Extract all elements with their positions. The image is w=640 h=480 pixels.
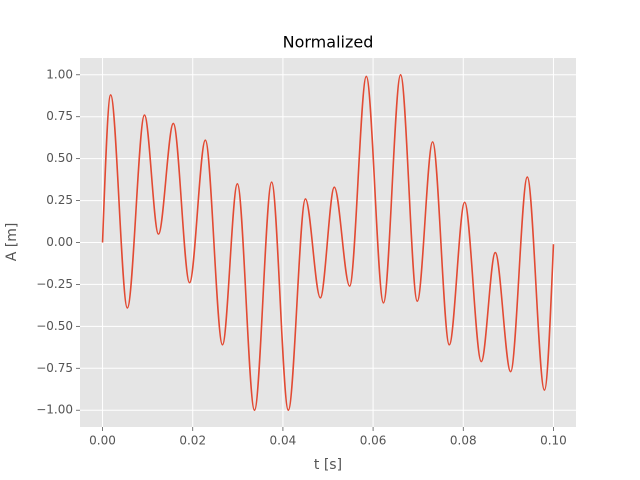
x-tick-label: 0.02 [179,434,206,448]
x-axis-label: t [s] [314,457,342,473]
data-line [101,73,555,412]
chart-title: Normalized [283,33,374,52]
x-tick-label: 0.06 [360,434,387,448]
y-tick-label: −0.50 [36,319,73,333]
y-tick-label: 0.25 [46,193,73,207]
x-tick-label: 0.10 [540,434,567,448]
x-tick-label: 0.00 [89,434,116,448]
y-tick-label: 1.00 [46,67,73,81]
y-tick-label: 0.50 [46,151,73,165]
y-tick-label: −0.75 [36,361,73,375]
y-tick-label: 0.00 [46,235,73,249]
x-tick-label: 0.04 [270,434,297,448]
y-tick-label: 0.75 [46,109,73,123]
x-tick-label: 0.08 [450,434,477,448]
y-tick-label: −1.00 [36,403,73,417]
y-tick-label: −0.25 [36,277,73,291]
y-axis-label: A [m] [4,223,20,262]
